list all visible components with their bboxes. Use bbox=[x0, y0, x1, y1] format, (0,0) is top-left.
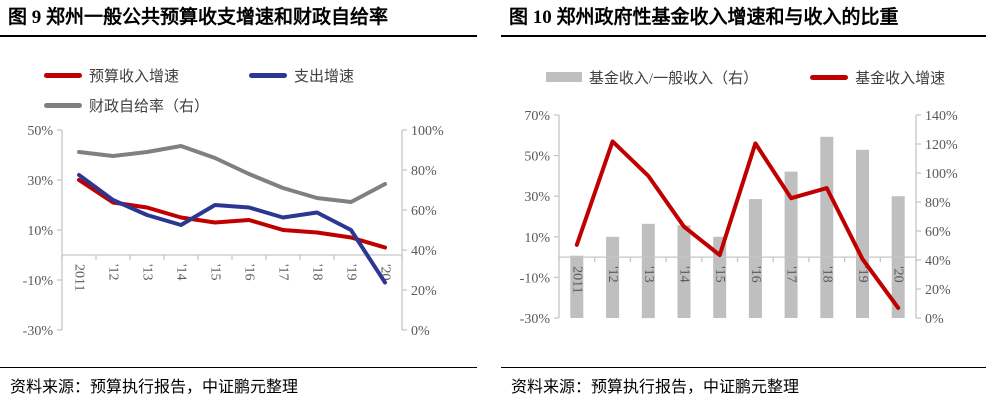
line-series-fiscal-self-sufficiency bbox=[77, 144, 387, 204]
svg-text:2011: 2011 bbox=[569, 266, 584, 293]
svg-text:70%: 70% bbox=[524, 109, 550, 124]
svg-text:50%: 50% bbox=[27, 124, 53, 139]
line-series-budget-revenue-growth bbox=[77, 178, 387, 250]
legend-label: 基金收入增速 bbox=[855, 70, 946, 87]
fund-revenue-growth-line-swatch bbox=[810, 74, 849, 80]
figure-9-legend: 预算收入增速 支出增速 财政自给率（右） bbox=[44, 60, 444, 120]
legend-label: 基金收入/一般收入（右） bbox=[588, 70, 759, 87]
svg-text:80%: 80% bbox=[411, 164, 437, 179]
line-series-expenditure-growth bbox=[77, 173, 387, 285]
figure-9-title: 图 9 郑州一般公共预算收支增速和财政自给率 bbox=[0, 0, 477, 37]
svg-text:'13: '13 bbox=[140, 264, 155, 281]
source-text: 资料来源：预算执行报告，中证鹏元整理 bbox=[10, 379, 299, 396]
expenditure-growth-line-swatch bbox=[249, 72, 288, 78]
svg-text:-10%: -10% bbox=[23, 274, 54, 289]
figure-9-panel: 图 9 郑州一般公共预算收支增速和财政自给率 预算收入增速 支出增速 bbox=[0, 0, 497, 401]
svg-text:140%: 140% bbox=[925, 109, 958, 124]
svg-text:'19: '19 bbox=[344, 264, 359, 281]
legend-label: 预算收入增速 bbox=[89, 68, 180, 85]
svg-text:'13: '13 bbox=[641, 266, 656, 283]
svg-text:'17: '17 bbox=[784, 266, 799, 283]
svg-text:100%: 100% bbox=[925, 167, 958, 182]
svg-text:120%: 120% bbox=[925, 138, 958, 153]
svg-text:0%: 0% bbox=[411, 324, 430, 339]
svg-text:'16: '16 bbox=[242, 264, 257, 281]
figure-10-panel: 图 10 郑州政府性基金收入增速和与收入的比重 基金收入/一般收入（右） 基金收… bbox=[497, 0, 994, 401]
legend-label: 支出增速 bbox=[294, 68, 355, 85]
svg-text:10%: 10% bbox=[27, 224, 53, 239]
svg-text:40%: 40% bbox=[411, 244, 437, 259]
svg-text:'18: '18 bbox=[310, 264, 325, 281]
budget-revenue-growth-line-swatch bbox=[44, 72, 82, 78]
figure-10-title: 图 10 郑州政府性基金收入增速和与收入的比重 bbox=[501, 0, 986, 37]
legend-item-budget-revenue-growth: 预算收入增速 bbox=[44, 65, 179, 86]
tick-labels: 50% 30% 10% -10% -30% 100% 80% 60% 40% 20% 0% 2011 '… bbox=[23, 124, 444, 339]
svg-text:'12: '12 bbox=[106, 264, 121, 281]
figure-9-source: 资料来源：预算执行报告，中证鹏元整理 bbox=[0, 367, 477, 397]
svg-text:2011: 2011 bbox=[72, 264, 87, 291]
bar-series-fund-revenue-ratio bbox=[570, 136, 905, 319]
svg-text:'14: '14 bbox=[676, 266, 691, 283]
figure-10-legend: 基金收入/一般收入（右） 基金收入增速 bbox=[497, 62, 994, 92]
svg-text:10%: 10% bbox=[524, 231, 550, 246]
svg-text:30%: 30% bbox=[27, 174, 53, 189]
source-text: 资料来源：预算执行报告，中证鹏元整理 bbox=[511, 379, 800, 396]
fund-revenue-ratio-bar-swatch bbox=[545, 72, 582, 82]
svg-text:-10%: -10% bbox=[520, 271, 551, 286]
legend-item-fund-revenue-ratio: 基金收入/一般收入（右） bbox=[545, 67, 759, 88]
svg-text:'12: '12 bbox=[605, 266, 620, 283]
svg-text:'16: '16 bbox=[748, 266, 763, 283]
legend-item-expenditure-growth: 支出增速 bbox=[249, 65, 354, 86]
figure-10-chart: 70% 50% 30% 10% -10% -30% 140% 120% 100% 80% 60% 40… bbox=[520, 109, 958, 327]
svg-text:60%: 60% bbox=[411, 204, 437, 219]
svg-text:20%: 20% bbox=[411, 284, 437, 299]
svg-text:'19: '19 bbox=[855, 266, 870, 283]
fiscal-self-sufficiency-line-swatch bbox=[44, 102, 82, 108]
figure-10-source: 资料来源：预算执行报告，中证鹏元整理 bbox=[501, 367, 986, 397]
svg-text:20%: 20% bbox=[925, 283, 951, 298]
legend-item-fiscal-self-sufficiency: 财政自给率（右） bbox=[44, 95, 209, 116]
svg-text:60%: 60% bbox=[925, 225, 951, 240]
svg-text:40%: 40% bbox=[925, 254, 951, 269]
svg-text:'18: '18 bbox=[819, 266, 834, 283]
legend-label: 财政自给率（右） bbox=[89, 98, 210, 115]
svg-text:'15: '15 bbox=[712, 266, 727, 283]
figure-9-legend-row-2: 财政自给率（右） bbox=[44, 90, 444, 120]
figure-9-legend-row-1: 预算收入增速 支出增速 bbox=[44, 60, 444, 90]
svg-text:100%: 100% bbox=[411, 124, 444, 139]
svg-text:0%: 0% bbox=[925, 312, 944, 327]
figure-9-chart: 50% 30% 10% -10% -30% 100% 80% 60% 40% 20% 0% 2011 '… bbox=[23, 124, 444, 339]
svg-text:'20: '20 bbox=[891, 266, 906, 283]
line-series-fund-revenue-growth bbox=[574, 139, 901, 310]
svg-text:-30%: -30% bbox=[23, 324, 54, 339]
svg-text:-30%: -30% bbox=[520, 312, 551, 327]
tick-labels: 70% 50% 30% 10% -10% -30% 140% 120% 100% 80% 60% 40… bbox=[520, 109, 958, 327]
legend-item-fund-revenue-growth: 基金收入增速 bbox=[810, 67, 945, 88]
svg-text:'15: '15 bbox=[208, 264, 223, 281]
svg-text:'17: '17 bbox=[276, 264, 291, 281]
svg-text:50%: 50% bbox=[524, 150, 550, 165]
svg-text:'14: '14 bbox=[174, 264, 189, 281]
svg-text:30%: 30% bbox=[524, 190, 550, 205]
svg-text:80%: 80% bbox=[925, 196, 951, 211]
